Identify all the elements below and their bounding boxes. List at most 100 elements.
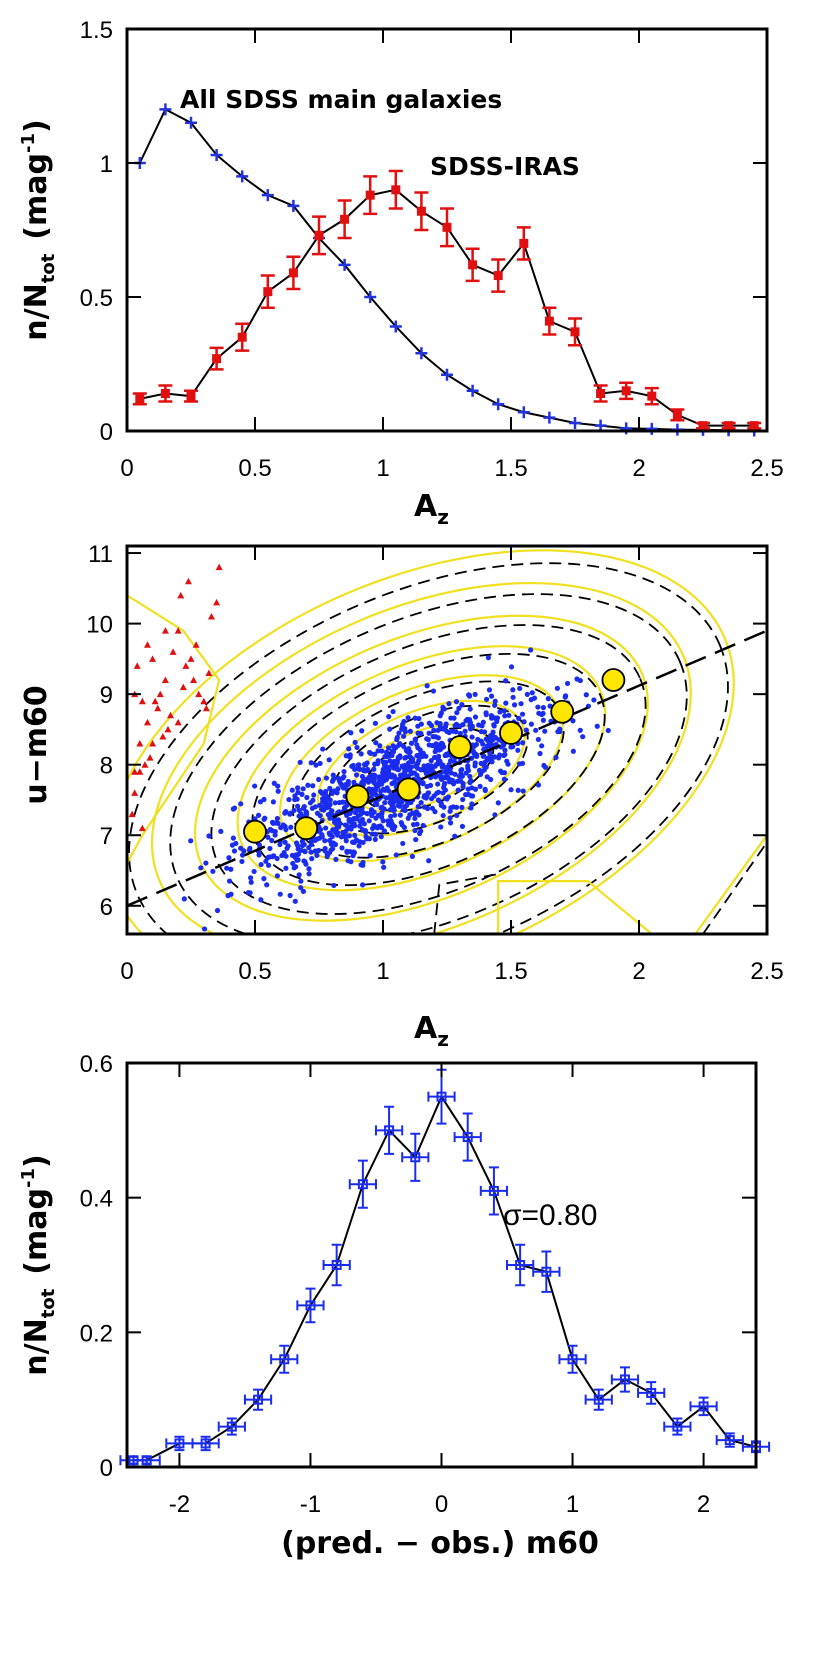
scatter-point xyxy=(309,856,315,862)
sdss-iras-point xyxy=(749,421,759,431)
scatter-point xyxy=(554,685,561,691)
scatter-point xyxy=(428,722,435,729)
residual-point xyxy=(305,1300,316,1311)
residual-point xyxy=(410,1152,421,1163)
scatter-point xyxy=(329,790,335,796)
scatter-point xyxy=(492,812,498,818)
scatter-point xyxy=(344,781,350,787)
scatter-point xyxy=(393,852,399,858)
scatter-point xyxy=(436,742,442,748)
residual-point xyxy=(541,1266,552,1277)
scatter-point xyxy=(300,786,306,792)
residual-line xyxy=(133,1094,757,1462)
red-outlier-point xyxy=(177,591,185,599)
scatter-point xyxy=(356,843,362,849)
scatter-point xyxy=(275,783,281,789)
scatter-point xyxy=(444,765,450,771)
scatter-point xyxy=(447,777,454,783)
scatter-point xyxy=(459,823,466,830)
top-xtick-label: 0.5 xyxy=(238,455,271,482)
scatter-point xyxy=(402,807,408,813)
scatter-point xyxy=(594,723,600,729)
scatter-point xyxy=(313,762,319,768)
scatter-point xyxy=(424,783,430,790)
red-outlier-point xyxy=(174,627,182,634)
scatter-point xyxy=(489,759,495,765)
scatter-point xyxy=(405,715,411,721)
scatter-point xyxy=(319,790,325,796)
scatter-point xyxy=(238,845,244,851)
scatter-point xyxy=(406,754,413,760)
scatter-point xyxy=(349,820,355,826)
all-sdss-point xyxy=(517,406,530,419)
scatter-point xyxy=(435,797,441,803)
scatter-point xyxy=(492,754,498,760)
scatter-point xyxy=(288,824,294,830)
scatter-point xyxy=(343,838,349,844)
scatter-point xyxy=(343,753,349,759)
scatter-point xyxy=(402,755,408,761)
sdss-iras-point xyxy=(288,268,298,278)
all-sdss-point xyxy=(620,422,633,435)
scatter-point xyxy=(415,804,421,810)
top-xtick-label: 2.5 xyxy=(750,455,783,482)
scatter-point xyxy=(517,685,523,692)
scatter-point xyxy=(264,882,270,888)
middle-ytick-label: 8 xyxy=(100,753,113,780)
scatter-point xyxy=(542,728,548,734)
scatter-point xyxy=(359,773,366,780)
scatter-point xyxy=(295,789,301,796)
scatter-point xyxy=(203,860,209,866)
scatter-point xyxy=(496,737,502,743)
red-outlier-point xyxy=(161,676,169,684)
scatter-point xyxy=(501,776,507,782)
scatter-point xyxy=(455,778,461,784)
scatter-point xyxy=(286,796,292,803)
top-xlabel: Az xyxy=(414,489,449,529)
scatter-point xyxy=(353,837,360,843)
scatter-point xyxy=(381,762,388,769)
scatter-point xyxy=(477,783,483,789)
scatter-point xyxy=(360,766,366,773)
scatter-point xyxy=(347,848,353,855)
residual-errorbar xyxy=(715,1432,744,1448)
scatter-point xyxy=(469,801,475,807)
scatter-point xyxy=(358,810,364,816)
scatter-point xyxy=(523,727,529,733)
scatter-point xyxy=(252,783,258,789)
scatter-point xyxy=(367,852,373,859)
scatter-point xyxy=(369,772,375,778)
sdss-iras-point xyxy=(647,391,657,401)
scatter-point xyxy=(339,845,345,851)
scatter-point xyxy=(372,751,378,757)
scatter-point xyxy=(432,749,438,755)
scatter-point xyxy=(483,764,489,770)
scatter-point xyxy=(330,776,337,782)
scatter-point xyxy=(270,799,276,805)
scatter-point xyxy=(458,767,464,773)
scatter-point xyxy=(319,806,325,812)
middle-ylabel: u−m60 xyxy=(19,685,54,805)
scatter-point xyxy=(299,791,305,797)
scatter-point xyxy=(383,766,390,772)
scatter-point xyxy=(455,787,461,793)
sdss-iras-point xyxy=(186,391,196,401)
scatter-point xyxy=(409,853,415,859)
scatter-point xyxy=(327,837,333,844)
scatter-point xyxy=(230,835,236,841)
scatter-point xyxy=(301,858,307,864)
scatter-point xyxy=(425,790,431,796)
scatter-point xyxy=(437,773,443,779)
scatter-point xyxy=(472,752,478,759)
scatter-point xyxy=(294,857,300,863)
scatter-point xyxy=(447,815,453,821)
scatter-point xyxy=(274,815,281,822)
scatter-point xyxy=(545,696,551,702)
scatter-point xyxy=(535,736,541,743)
red-outlier-point xyxy=(167,711,175,719)
scatter-point xyxy=(502,713,508,719)
middle-ytick-label: 9 xyxy=(100,682,113,709)
scatter-point xyxy=(383,749,390,755)
scatter-point xyxy=(214,907,221,914)
yellow-contour-notch xyxy=(497,879,653,934)
